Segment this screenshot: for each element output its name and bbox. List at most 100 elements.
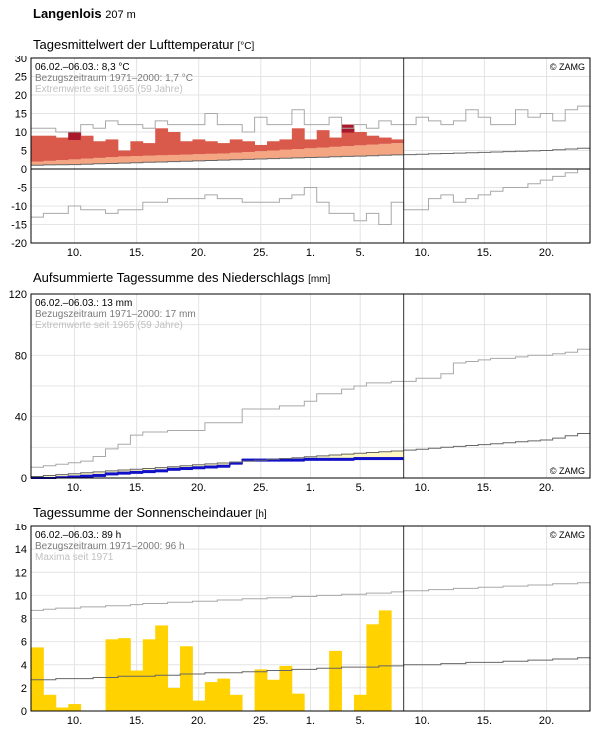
temperature-band-bar bbox=[192, 154, 206, 161]
precip-deficit-bar bbox=[341, 454, 355, 459]
x-tick-label: 10. bbox=[415, 247, 430, 259]
temperature-bar bbox=[279, 139, 293, 150]
temperature-band-bar bbox=[378, 143, 392, 156]
x-tick-label: 10. bbox=[67, 482, 82, 494]
x-tick-label: 1. bbox=[306, 482, 315, 494]
y-tick-label: 10 bbox=[15, 590, 27, 602]
temperature-bar bbox=[391, 139, 405, 144]
info-line: 06.02.–06.03.: 8,3 °C bbox=[35, 62, 130, 73]
precip-deficit-bar bbox=[80, 472, 94, 476]
x-tick-label: 15. bbox=[129, 247, 144, 259]
precip-deficit-bar bbox=[117, 470, 131, 473]
y-tick-label: -10 bbox=[11, 201, 27, 213]
temperature-bar bbox=[353, 132, 367, 146]
normal-line bbox=[31, 657, 590, 681]
y-tick-label: 2 bbox=[21, 683, 27, 695]
info-line: Bezugszeitraum 1971–2000: 1,7 °C bbox=[35, 73, 193, 84]
temperature-bar bbox=[229, 139, 243, 153]
panel-title: Tagesmittelwert der Lufttemperatur [°C] bbox=[33, 37, 254, 52]
temperature-band-bar bbox=[341, 146, 355, 157]
x-tick-label: 10. bbox=[67, 247, 82, 259]
precip-deficit-bar bbox=[180, 465, 193, 469]
x-tick-label: 1. bbox=[306, 715, 315, 727]
panel-title: Aufsummierte Tagessumme des Niederschlag… bbox=[33, 270, 330, 285]
temperature-band-bar bbox=[117, 156, 131, 164]
y-tick-label: 120 bbox=[9, 290, 27, 301]
temperature-band-bar bbox=[242, 151, 255, 160]
sunshine-bar bbox=[167, 687, 181, 711]
temperature-bar bbox=[291, 128, 305, 150]
x-tick-label: 25. bbox=[253, 247, 268, 259]
temperature-band-bar bbox=[254, 151, 268, 160]
precip-deficit-bar bbox=[353, 453, 367, 459]
x-tick-label: 15. bbox=[477, 715, 492, 727]
plot-area: 0 40 80 120 10. 15. 20. 25. 1. 5. 10. 15. 20. 06.02.–… bbox=[9, 290, 591, 494]
temperature-band-bar bbox=[353, 145, 367, 157]
y-tick-label: 12 bbox=[15, 567, 27, 579]
temperature-bar bbox=[180, 141, 193, 155]
station-header: Langenlois 207 m bbox=[33, 6, 136, 21]
precip-deficit-bar bbox=[217, 462, 231, 466]
y-tick-label: 0 bbox=[21, 473, 27, 485]
temperature-record-bar bbox=[68, 132, 82, 140]
plot-area: -20 -15 -10 -5 0 5 10 15 20 25 30 10. 15. 20. 25. 1. 5. 1… bbox=[11, 56, 591, 259]
precip-deficit-bar bbox=[366, 452, 380, 459]
y-tick-label: -5 bbox=[17, 183, 27, 195]
x-tick-label: 20. bbox=[191, 247, 206, 259]
info-line: Extremwerte seit 1965 (59 Jahre) bbox=[35, 320, 183, 331]
temperature-band-bar bbox=[316, 147, 330, 158]
y-tick-label: 10 bbox=[15, 127, 27, 139]
panel-title-text: Tagesmittelwert der Lufttemperatur bbox=[33, 37, 234, 52]
y-tick-label: 5 bbox=[21, 146, 27, 158]
precip-deficit-bar bbox=[329, 455, 342, 459]
temperature-band-bar bbox=[43, 160, 57, 165]
x-tick-label: 10. bbox=[415, 715, 430, 727]
temperature-bar bbox=[242, 141, 255, 152]
precip-deficit-bar bbox=[378, 451, 392, 459]
temperature-band-bar bbox=[68, 159, 82, 165]
sunshine-bar bbox=[142, 639, 156, 711]
temperature-bar bbox=[105, 139, 119, 158]
temperature-band-bar bbox=[304, 148, 318, 158]
y-tick-label: 4 bbox=[21, 660, 27, 672]
sunshine-bar bbox=[353, 694, 367, 711]
temperature-bar bbox=[254, 144, 268, 152]
precip-deficit-bar bbox=[155, 467, 169, 471]
sunshine-bar bbox=[279, 665, 293, 711]
x-tick-label: 20. bbox=[539, 482, 554, 494]
temperature-chart: -20 -15 -10 -5 0 5 10 15 20 25 30 10. 15. 20. 25. 1. 5. 1… bbox=[11, 56, 591, 259]
temperature-bar bbox=[378, 137, 392, 144]
info-line: Maxima seit 1971 bbox=[35, 552, 114, 563]
precip-deficit-bar bbox=[130, 469, 144, 472]
temperature-bar bbox=[142, 143, 156, 156]
temperature-band-bar bbox=[267, 150, 280, 159]
x-tick-label: 5. bbox=[356, 715, 365, 727]
y-tick-label: -20 bbox=[11, 238, 27, 250]
temperature-band-bar bbox=[366, 144, 380, 156]
precip-deficit-bar bbox=[43, 475, 57, 478]
temperature-bar bbox=[155, 128, 169, 156]
max-extreme-line bbox=[31, 582, 590, 611]
precip-current-line bbox=[31, 457, 404, 479]
temperature-band-bar bbox=[391, 143, 405, 155]
sunshine-bar bbox=[130, 670, 144, 711]
info-line: Bezugszeitraum 1971–2000: 96 h bbox=[35, 541, 185, 552]
y-tick-label: 20 bbox=[15, 90, 27, 102]
x-tick-label: 1. bbox=[306, 247, 315, 259]
sunshine-bar bbox=[378, 610, 392, 711]
temperature-band-bar bbox=[105, 157, 119, 164]
y-tick-label: 40 bbox=[15, 412, 27, 424]
panel-title-text: Tagessumme der Sonnenscheindauer bbox=[33, 505, 252, 520]
temperature-bar bbox=[130, 141, 144, 157]
min-extreme-line bbox=[31, 168, 590, 225]
info-line: 06.02.–06.03.: 13 mm bbox=[35, 298, 132, 309]
precip-deficit-bar bbox=[192, 464, 206, 468]
plot-frame bbox=[30, 293, 591, 479]
temperature-bar bbox=[43, 135, 57, 161]
y-tick-label: 0 bbox=[21, 164, 27, 176]
temperature-band-bar bbox=[80, 158, 94, 165]
sunshine-bar bbox=[267, 679, 280, 711]
plot-frame bbox=[30, 57, 591, 244]
precip-deficit-bar bbox=[316, 455, 330, 459]
temperature-band-bar bbox=[217, 153, 231, 161]
